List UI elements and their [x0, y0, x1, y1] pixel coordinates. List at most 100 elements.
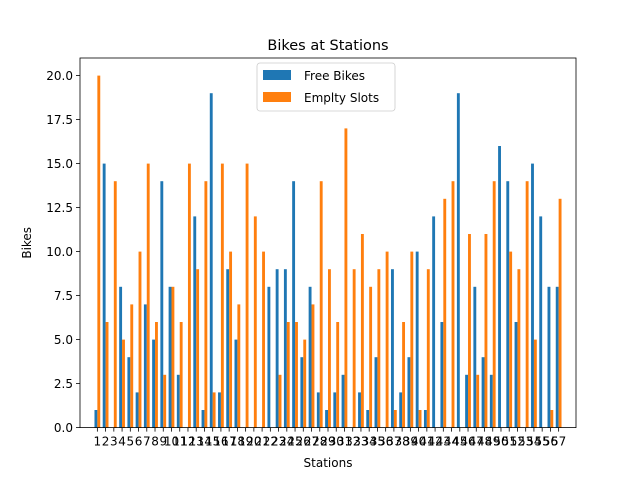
x-tick-label: 45 [452, 435, 467, 449]
bar-free-bikes-15 [209, 93, 213, 428]
x-tick-label: 41 [419, 435, 434, 449]
bar-empty-slots-28 [319, 181, 323, 428]
x-tick-label: 57 [551, 435, 566, 449]
x-tick-label: 30 [329, 435, 344, 449]
y-axis-label: Bikes [20, 227, 34, 259]
legend-swatch-free-bikes [263, 70, 291, 80]
x-tick-label: 2 [102, 435, 110, 449]
bar-free-bikes-6 [135, 392, 139, 428]
bar-empty-slots-18 [237, 304, 241, 428]
bar-free-bikes-18 [234, 339, 238, 428]
bar-empty-slots-16 [220, 163, 224, 428]
x-tick-label: 6 [135, 435, 143, 449]
x-tick-label: 44 [444, 435, 459, 449]
bar-empty-slots-25 [295, 322, 298, 428]
x-tick-label: 49 [485, 435, 500, 449]
x-tick-label: 51 [502, 435, 517, 449]
bar-empty-slots-12 [187, 163, 191, 428]
bar-free-bikes-7 [143, 304, 147, 428]
bar-empty-slots-20 [253, 216, 257, 428]
x-tick-label: 50 [493, 435, 508, 449]
bar-empty-slots-13 [196, 269, 200, 428]
bar-empty-slots-34 [369, 286, 373, 428]
x-tick-label: 24 [279, 435, 294, 449]
bar-empty-slots-51 [509, 251, 513, 428]
bar-empty-slots-7 [146, 163, 150, 428]
bar-free-bikes-48 [481, 357, 485, 428]
bar-empty-slots-36 [385, 251, 389, 428]
x-tick-label: 4 [118, 435, 126, 449]
y-tick-label: 5.0 [54, 333, 73, 347]
bar-empty-slots-10 [171, 286, 175, 428]
bar-empty-slots-32 [352, 269, 356, 428]
bar-empty-slots-3 [113, 181, 117, 428]
bar-empty-slots-8 [155, 322, 158, 428]
bar-free-bikes-34 [366, 410, 370, 428]
bar-free-bikes-25 [292, 181, 296, 428]
x-tick-label: 9 [159, 435, 167, 449]
bar-empty-slots-4 [122, 339, 125, 428]
x-tick-label: 11 [172, 435, 187, 449]
bar-empty-slots-48 [484, 234, 488, 428]
x-tick-label: 13 [189, 435, 204, 449]
x-tick-label: 17 [222, 435, 237, 449]
legend-label-free-bikes: Free Bikes [304, 69, 365, 83]
x-tick-label: 39 [403, 435, 418, 449]
bar-empty-slots-49 [492, 181, 496, 428]
bar-free-bikes-22 [267, 286, 271, 428]
x-tick-label: 42 [427, 435, 442, 449]
x-tick-label: 32 [345, 435, 360, 449]
x-tick-label: 36 [378, 435, 393, 449]
x-tick-label: 3 [110, 435, 118, 449]
bar-free-bikes-28 [316, 392, 320, 428]
bar-empty-slots-30 [336, 322, 340, 428]
bar-free-bikes-42 [432, 216, 436, 428]
bar-empty-slots-6 [138, 251, 142, 428]
bar-empty-slots-5 [130, 304, 134, 428]
bar-free-bikes-39 [407, 357, 411, 428]
bar-free-bikes-9 [160, 181, 164, 428]
x-tick-label: 25 [287, 435, 302, 449]
bar-empty-slots-47 [476, 374, 480, 428]
chart-title: Bikes at Stations [267, 38, 388, 54]
bar-free-bikes-13 [193, 216, 197, 428]
x-axis-label: Stations [304, 456, 353, 470]
bar-empty-slots-9 [163, 374, 167, 428]
x-tick-label: 22 [263, 435, 278, 449]
bar-free-bikes-45 [456, 93, 460, 428]
legend: Free Bikes Emplty Slots [256, 62, 396, 112]
bar-empty-slots-19 [245, 163, 249, 428]
bar-empty-slots-57 [558, 198, 562, 428]
bar-free-bikes-2 [102, 163, 106, 428]
bar-empty-slots-44 [451, 181, 455, 428]
bar-free-bikes-14 [201, 410, 205, 428]
bar-empty-slots-37 [393, 410, 397, 428]
x-tick-label: 29 [320, 435, 335, 449]
y-tick-label: 10.0 [46, 245, 73, 259]
bar-free-bikes-4 [119, 286, 123, 428]
bars-group [94, 75, 562, 428]
bar-empty-slots-43 [443, 198, 447, 428]
bar-empty-slots-38 [402, 322, 406, 428]
x-tick-label: 37 [386, 435, 401, 449]
x-axis: 1 2 3 4 5 6 7 8 91011121314151617181920212223242… [94, 427, 566, 449]
bar-free-bikes-47 [473, 286, 477, 428]
bar-empty-slots-29 [328, 269, 331, 428]
x-tick-label: 33 [353, 435, 368, 449]
x-tick-label: 19 [238, 435, 253, 449]
bar-free-bikes-50 [498, 146, 501, 428]
bar-free-bikes-24 [283, 269, 287, 428]
bar-empty-slots-41 [426, 269, 430, 428]
bar-free-bikes-49 [489, 374, 493, 428]
x-tick-label: 20 [246, 435, 261, 449]
bar-free-bikes-56 [547, 286, 551, 428]
bar-empty-slots-17 [229, 251, 233, 428]
bar-free-bikes-16 [218, 392, 221, 428]
bar-empty-slots-26 [303, 339, 307, 428]
bar-free-bikes-17 [226, 269, 230, 428]
x-tick-label: 1 [94, 435, 102, 449]
bar-free-bikes-30 [333, 392, 337, 428]
x-tick-label: 31 [337, 435, 352, 449]
bar-empty-slots-1 [97, 75, 101, 428]
